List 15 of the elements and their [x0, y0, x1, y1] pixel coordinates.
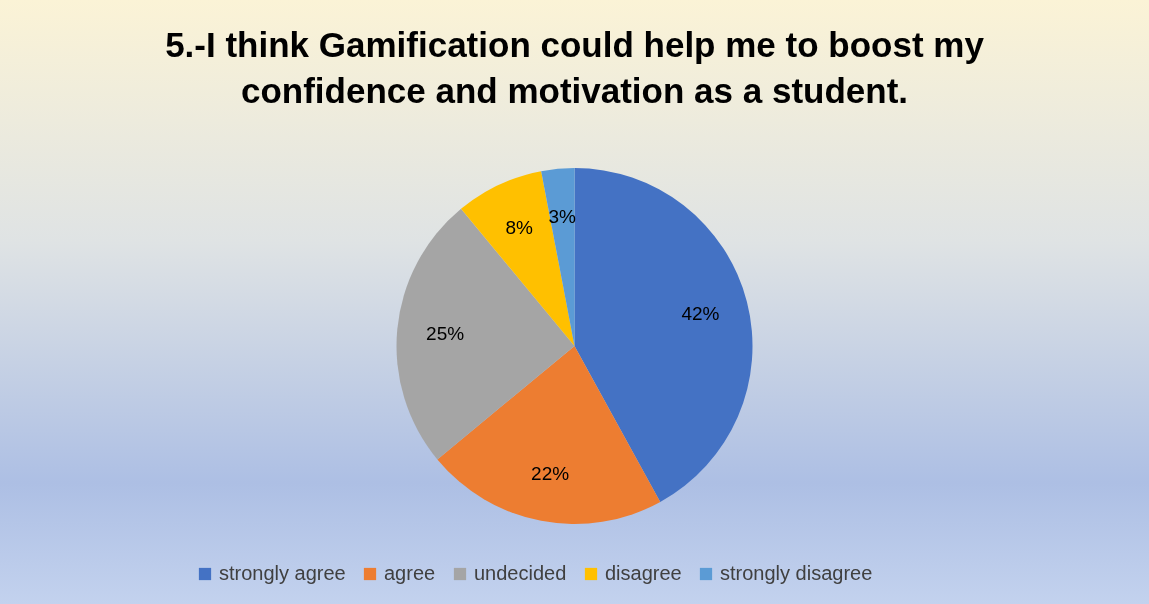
data-label: 42%	[681, 302, 720, 324]
data-label: 25%	[426, 322, 465, 344]
pie-slice	[396, 208, 575, 460]
pie-slice	[437, 346, 661, 524]
data-label: 3%	[548, 205, 577, 227]
data-label: 8%	[505, 217, 533, 239]
data-label: 22%	[531, 462, 570, 484]
legend-label: strongly agree	[219, 562, 346, 584]
legend-label: undecided	[474, 562, 567, 584]
legend-label: agree	[384, 562, 436, 584]
pie-slice	[574, 168, 753, 502]
chart-title: 5.-I think Gamification could help me to boost my confidence and motivation as a student.	[165, 25, 985, 110]
legend-label: disagree	[605, 562, 682, 584]
pie-slice	[541, 168, 575, 346]
legend-label: strongly disagree	[720, 562, 873, 584]
